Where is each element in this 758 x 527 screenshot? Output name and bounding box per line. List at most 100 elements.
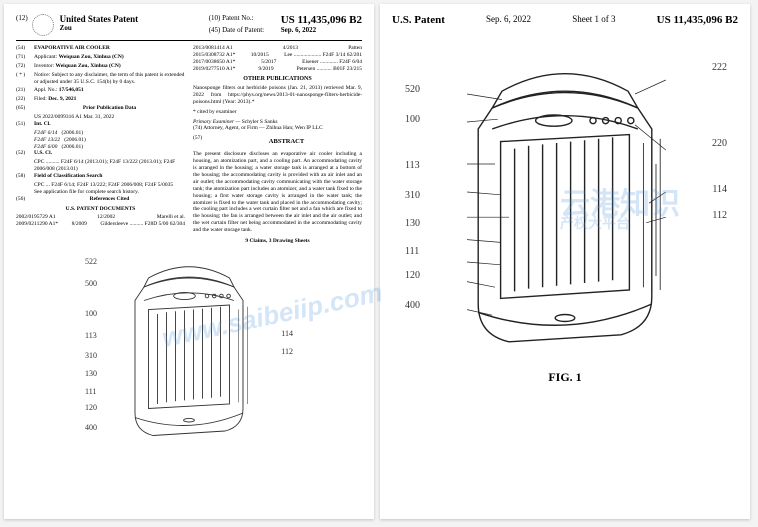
code-54: (54) xyxy=(16,45,34,52)
lead-114b: 114 xyxy=(712,184,727,195)
code-star: ( * ) xyxy=(16,72,34,86)
biblio-columns: (54)EVAPORATIVE AIR COOLER (71)Applicant… xyxy=(16,45,362,245)
claims-line: 9 Claims, 3 Drawing Sheets xyxy=(193,238,362,245)
lead-112b: 112 xyxy=(712,210,727,221)
appl-value: 17/546,051 xyxy=(59,87,84,93)
fcs-text: CPC ... F24F 6/14; F24F 13/222; F24F 200… xyxy=(34,182,185,189)
attorney-label: (74) Attorney, Agent, or Firm — xyxy=(193,125,265,131)
examiner-label: Primary Examiner — xyxy=(193,119,240,125)
attorney-name: Zhihua Han; Wen IP LLC xyxy=(266,125,323,131)
code-71: (71) xyxy=(16,54,34,61)
drawing-sheet-page: U.S. Patent Sep. 6, 2022 Sheet 1 of 3 US… xyxy=(380,4,750,519)
sheet-h2: Sep. 6, 2022 xyxy=(486,14,531,26)
filed-value: Dec. 9, 2021 xyxy=(48,96,76,102)
attorney: (74) Attorney, Agent, or Firm — Zhihua H… xyxy=(193,125,362,132)
applicant-value: Weiquan Zou, Xinhua (CN) xyxy=(59,54,124,60)
us-seal-icon xyxy=(32,14,54,36)
col-left: (54)EVAPORATIVE AIR COOLER (71)Applicant… xyxy=(16,45,185,245)
code-65: (65) xyxy=(16,105,34,112)
lead-130: 130 xyxy=(85,369,97,378)
intcl-row: F24F 6/00 (2006.01) xyxy=(34,144,185,151)
references-head: References Cited xyxy=(34,196,185,203)
code-12: (12) xyxy=(16,14,28,22)
lead-400b: 400 xyxy=(405,300,420,311)
lead-310: 310 xyxy=(85,351,97,360)
cited-by-examiner: * cited by examiner xyxy=(193,109,362,116)
header-mid: United States Patent Zou xyxy=(60,14,209,32)
filed-label: Filed: xyxy=(34,96,47,102)
fcs-label: Field of Classification Search xyxy=(34,173,103,180)
lead-520: 520 xyxy=(405,84,420,95)
reference-row: 2019/0277510 A1*9/2019Petersen .........… xyxy=(193,66,362,73)
lead-113: 113 xyxy=(85,331,97,340)
applicant: Applicant: Weiquan Zou, Xinhua (CN) xyxy=(34,54,124,61)
inventor-label: Inventor: xyxy=(34,63,54,69)
reference-row: 2002/0195729 A112/2002Marelli et al. xyxy=(16,214,185,221)
code-57: (57) xyxy=(193,135,211,149)
us-patdocs-head: U.S. PATENT DOCUMENTS xyxy=(16,206,185,213)
code-51: (51) xyxy=(16,121,34,128)
code-58: (58) xyxy=(16,173,34,180)
intcl-row: F24F 13/22 (2006.01) xyxy=(34,137,185,144)
code-56: (56) xyxy=(16,196,34,203)
lead-112: 112 xyxy=(281,347,293,356)
refs-list-2: 2013/0081414 A14/2013Patten2015/0308732 … xyxy=(193,45,362,73)
notice-label: Notice: xyxy=(34,72,50,78)
refs-list-1: 2002/0195729 A112/2002Marelli et al.2009… xyxy=(16,214,185,228)
fcs-note: See application file for complete search… xyxy=(34,189,185,196)
lead-120: 120 xyxy=(85,403,97,412)
header: (12) United States Patent Zou (10) Paten… xyxy=(16,14,362,41)
lead-100b: 100 xyxy=(405,114,420,125)
figure-label: FIG. 1 xyxy=(392,370,738,385)
abstract-text: The present disclosure discloses an evap… xyxy=(193,151,362,234)
lead-113b: 113 xyxy=(405,160,420,171)
code-52: (52) xyxy=(16,150,34,157)
lead-100: 100 xyxy=(85,309,97,318)
applicant-label: Applicant: xyxy=(34,54,57,60)
other-pub-head: OTHER PUBLICATIONS xyxy=(193,76,362,84)
cooler-drawing-icon xyxy=(99,251,279,449)
lead-310b: 310 xyxy=(405,190,420,201)
lead-500: 500 xyxy=(85,279,97,288)
code-22: (22) xyxy=(16,96,34,103)
notice: Notice: Subject to any disclaimer, the t… xyxy=(34,72,185,86)
notice-text: Subject to any disclaimer, the term of t… xyxy=(34,72,184,85)
cooler-drawing-large-icon xyxy=(425,52,705,360)
intcl-list: F24F 6/14 (2006.01)F24F 13/22 (2006.01)F… xyxy=(34,130,185,151)
prior-pub-head: Prior Publication Data xyxy=(34,105,185,112)
reference-row: 2017/0038650 A1*5/2017Eisener ..........… xyxy=(193,59,362,66)
patent-front-page: (12) United States Patent Zou (10) Paten… xyxy=(4,4,374,519)
header-right: (10) Patent No.:US 11,435,096 B2 (45) Da… xyxy=(209,14,362,34)
sheet-h3: Sheet 1 of 3 xyxy=(572,14,615,26)
inventor: Inventor: Weiquan Zou, Xinhua (CN) xyxy=(34,63,121,70)
lead-220: 220 xyxy=(712,138,727,149)
prior-pub-line: US 2022/0099316 A1 Mar. 31, 2022 xyxy=(34,114,185,121)
other-pub-text: Nanosponge filters out herbicide poisons… xyxy=(193,85,362,106)
lead-114: 114 xyxy=(281,329,293,338)
abstract-head: ABSTRACT xyxy=(211,138,362,146)
front-page-figure: 522 500 100 113 310 130 111 120 400 114 … xyxy=(99,251,279,449)
reference-row: 2013/0081414 A14/2013Patten xyxy=(193,45,362,52)
country-title: United States Patent xyxy=(60,14,209,24)
lead-522: 522 xyxy=(85,257,97,266)
lead-120b: 120 xyxy=(405,270,420,281)
lead-400: 400 xyxy=(85,423,97,432)
lead-111: 111 xyxy=(85,387,96,396)
lead-111b: 111 xyxy=(405,246,419,257)
uscl-text: CPC .......... F24F 6/14 (2013.01); F24F… xyxy=(34,159,185,173)
sheet-h1: U.S. Patent xyxy=(392,14,445,26)
patno-label: (10) Patent No.: xyxy=(209,14,281,26)
sheet-h4: US 11,435,096 B2 xyxy=(657,14,738,26)
code-21: (21) xyxy=(16,87,34,94)
intcl-row: F24F 6/14 (2006.01) xyxy=(34,130,185,137)
date-label: (45) Date of Patent: xyxy=(209,26,281,34)
lead-222: 222 xyxy=(712,62,727,73)
examiner-name: Schyler S Sanks xyxy=(242,119,278,125)
uscl-label: U.S. Cl. xyxy=(34,150,52,157)
appl-label: Appl. No.: xyxy=(34,87,57,93)
figure-1: 520 100 113 310 130 111 120 400 222 220 … xyxy=(425,52,705,360)
intcl-label: Int. Cl. xyxy=(34,121,51,128)
code-72: (72) xyxy=(16,63,34,70)
inventor-value: Weiquan Zou, Xinhua (CN) xyxy=(56,63,121,69)
filed: Filed: Dec. 9, 2021 xyxy=(34,96,76,103)
